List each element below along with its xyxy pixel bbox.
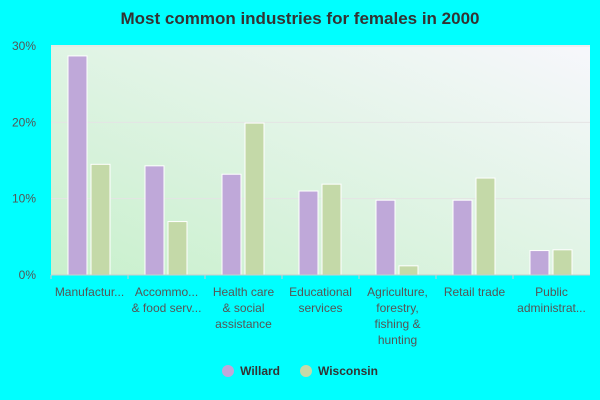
legend-label: Wisconsin bbox=[318, 364, 378, 378]
bar-wisconsin bbox=[552, 249, 573, 276]
y-tick-label: 20% bbox=[12, 115, 36, 129]
legend-item: Wisconsin bbox=[300, 364, 378, 378]
x-tick-label-line: services bbox=[298, 301, 342, 315]
bar-willard bbox=[67, 55, 88, 276]
y-tick-label: 30% bbox=[12, 39, 36, 53]
bar-willard bbox=[375, 199, 396, 276]
bar-willard bbox=[452, 199, 473, 276]
x-tick-label-line: Health care bbox=[213, 285, 275, 299]
legend-label: Willard bbox=[240, 364, 280, 378]
x-tick-label-line: forestry, bbox=[376, 301, 418, 315]
legend: Willard Wisconsin bbox=[0, 364, 600, 380]
plot-area bbox=[51, 45, 590, 275]
bar-willard bbox=[298, 190, 319, 276]
x-tick-label-line: fishing & bbox=[374, 317, 420, 331]
legend-swatch bbox=[222, 365, 235, 377]
bar-willard bbox=[529, 250, 550, 276]
x-tick-label-line: administrat... bbox=[517, 301, 586, 315]
bar-wisconsin bbox=[321, 183, 342, 276]
bar-wisconsin bbox=[167, 221, 188, 276]
x-tick-label: Accommo... & food serv... bbox=[132, 285, 202, 315]
bar-wisconsin bbox=[398, 265, 419, 276]
x-tick-label: Health care & social assistance bbox=[213, 285, 275, 331]
x-tick-label: Manufactur... bbox=[55, 285, 124, 299]
legend-swatch bbox=[300, 365, 312, 377]
x-tick-label: Public administrat... bbox=[517, 285, 586, 315]
x-tick-label-line: Public bbox=[535, 285, 568, 299]
x-tick-label-line: assistance bbox=[215, 317, 272, 331]
chart-title: Most common industries for females in 20… bbox=[120, 9, 480, 28]
x-tick-label: Agriculture, forestry, fishing & hunting bbox=[367, 285, 428, 347]
x-tick-label-line: Agriculture, bbox=[367, 285, 428, 299]
x-tick-label-line: & social bbox=[222, 301, 264, 315]
x-tick-label-line: hunting bbox=[378, 333, 417, 347]
bar-wisconsin bbox=[475, 177, 496, 276]
x-tick-label-line: & food serv... bbox=[132, 301, 202, 315]
legend-item: Willard bbox=[222, 364, 280, 378]
x-tick-label: Educational services bbox=[289, 285, 352, 315]
x-tick-label-line: Educational bbox=[289, 285, 352, 299]
x-tick-label-line: Accommo... bbox=[135, 285, 198, 299]
y-tick-label: 0% bbox=[19, 268, 37, 282]
bar-willard bbox=[221, 173, 242, 276]
bar-willard bbox=[144, 165, 165, 276]
x-tick-label-line: Manufactur... bbox=[55, 285, 124, 299]
x-tick-label: Retail trade bbox=[444, 285, 506, 299]
bar-wisconsin bbox=[244, 122, 265, 276]
bar-wisconsin bbox=[90, 163, 111, 276]
y-tick-label: 10% bbox=[12, 192, 36, 206]
x-tick-label-line: Retail trade bbox=[444, 285, 506, 299]
